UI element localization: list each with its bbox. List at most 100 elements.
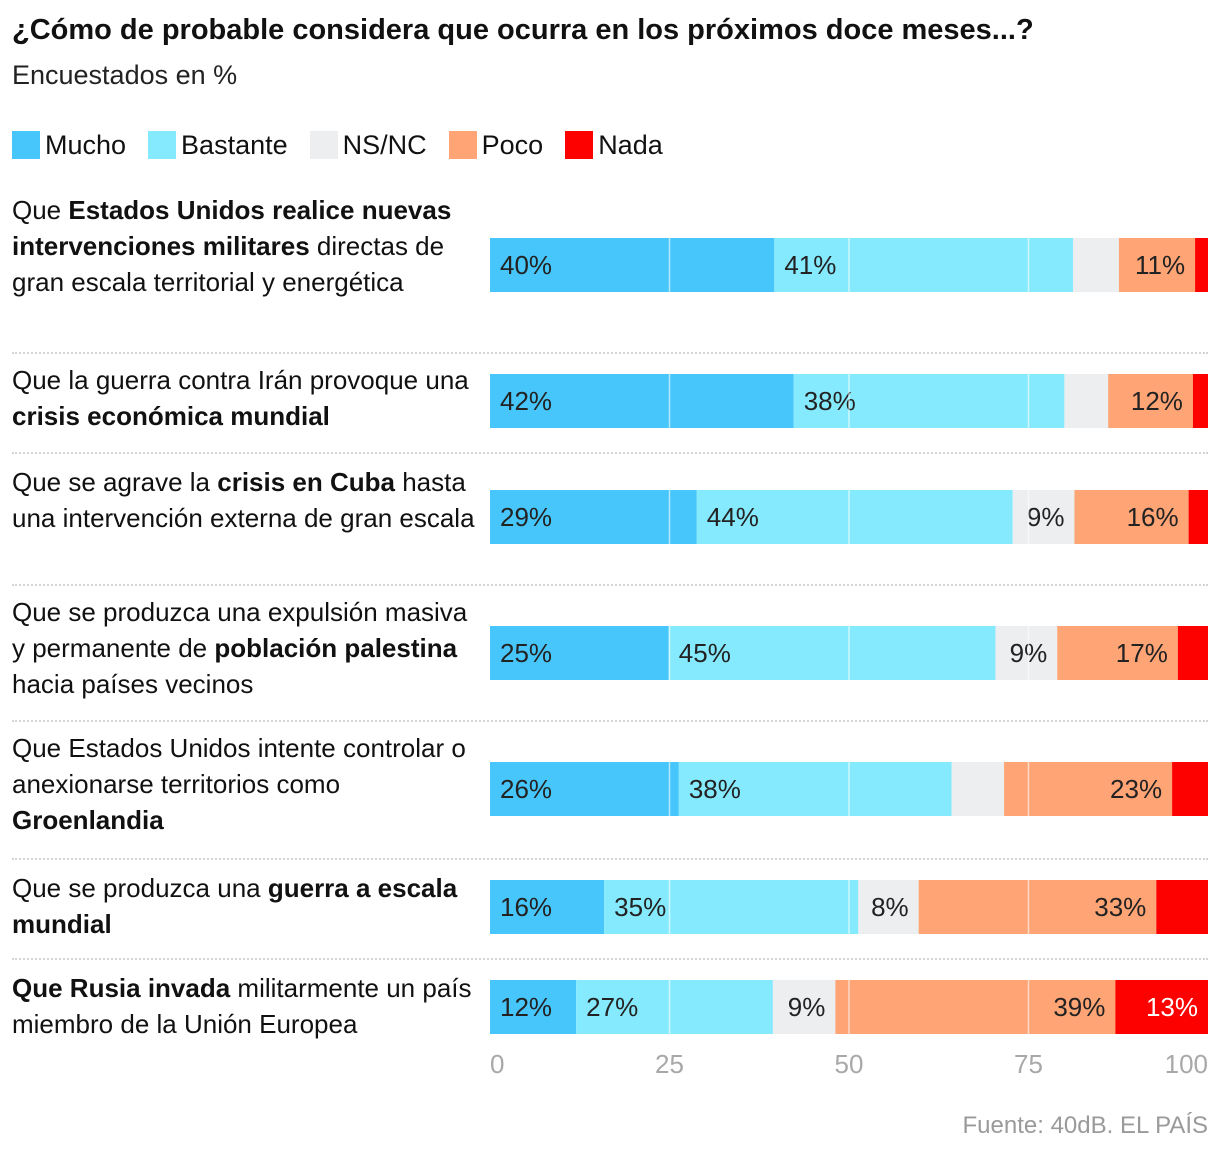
bar-segment-mucho [490, 762, 679, 816]
legend-item-bastante: Bastante [148, 130, 288, 161]
bar-segment-bastante [793, 374, 1065, 428]
source-note: Fuente: 40dB. EL PAÍS [962, 1112, 1208, 1139]
bar-segment-bastante [668, 626, 996, 680]
row-label: Que Rusia invada militarmente un país mi… [12, 970, 482, 1042]
bar-segment-poco [1004, 762, 1173, 816]
row-label-bold: Groenlandia [12, 805, 164, 835]
bar-segment-mucho [490, 980, 577, 1034]
data-label-bastante: 38% [689, 774, 741, 804]
bar-segment-nada [1192, 374, 1208, 428]
row-label-text: directas de gran escala territorial y en… [12, 231, 445, 297]
data-label-mucho: 16% [500, 892, 552, 922]
bar-segment-mucho [490, 490, 697, 544]
bar-segment-nsnc [1073, 238, 1119, 292]
legend-label-nsnc: NS/NC [342, 129, 427, 160]
bar-segment-mucho [490, 374, 794, 428]
row-divider [12, 584, 1208, 586]
x-tick-label: 100 [1165, 1049, 1208, 1079]
bar-segment-poco [1057, 626, 1178, 680]
row-label-text: Que se produzca una [12, 873, 268, 903]
row-label: Que se agrave la crisis en Cuba hasta un… [12, 464, 482, 536]
bar-segment-bastante [576, 980, 773, 1034]
row-label-bold: guerra a escala mundial [12, 873, 458, 939]
data-label-mucho: 26% [500, 774, 552, 804]
data-label-bastante: 44% [707, 502, 759, 532]
row-divider [12, 720, 1208, 722]
legend: Mucho Bastante NS/NC Poco Nada [12, 128, 685, 162]
legend-swatch-nsnc [309, 131, 338, 159]
data-label-poco: 17% [1116, 638, 1168, 668]
bar-segment-nada [1115, 980, 1208, 1034]
legend-swatch-mucho [12, 131, 40, 159]
data-label-poco: 12% [1131, 386, 1183, 416]
row-label: Que la guerra contra Irán provoque una c… [12, 362, 482, 434]
row-label-text: hasta una intervención externa de gran e… [12, 467, 475, 533]
bar-segment-nada [1177, 626, 1208, 680]
data-label-nsnc: 8% [871, 892, 909, 922]
data-label-poco: 39% [1053, 992, 1105, 1022]
legend-item-mucho: Mucho [12, 130, 126, 161]
data-label-poco: 11% [1135, 250, 1185, 280]
data-label-nsnc: 9% [1010, 638, 1048, 668]
row-label-text: militarmente un país miembro de la Unión… [12, 973, 472, 1039]
data-label-nsnc: 9% [1027, 502, 1065, 532]
data-label-bastante: 45% [679, 638, 731, 668]
row-label-text: Que se produzca una expulsión masiva y p… [12, 597, 468, 663]
x-tick-label: 25 [655, 1049, 684, 1079]
bar-segment-bastante [678, 762, 952, 816]
bar-segment-nsnc [995, 626, 1058, 680]
bar-segment-nsnc [858, 880, 919, 934]
row-label-bold: Que Rusia invada [12, 973, 231, 1003]
row-divider [12, 858, 1208, 860]
bar-segment-nsnc [1012, 490, 1075, 544]
data-label-poco: 33% [1094, 892, 1146, 922]
data-label-mucho: 25% [500, 638, 552, 668]
legend-item-nada: Nada [565, 130, 663, 161]
row-label: Que se produzca una expulsión masiva y p… [12, 594, 482, 702]
bar-segment-nada [1195, 238, 1208, 292]
x-tick-label: 0 [490, 1049, 504, 1079]
row-label-text: hacia países vecinos [12, 669, 254, 699]
bar-segment-mucho [490, 880, 605, 934]
row-label: Que se produzca una guerra a escala mund… [12, 870, 482, 942]
data-label-bastante: 27% [586, 992, 638, 1022]
data-label-nsnc: 9% [788, 992, 826, 1022]
data-label-mucho: 29% [500, 502, 552, 532]
row-label-text: Que la guerra contra Irán provoque una [12, 365, 469, 395]
legend-item-poco: Poco [448, 130, 543, 161]
bar-segment-poco [1108, 374, 1193, 428]
bar-segment-bastante [774, 238, 1074, 292]
bar-segment-bastante [604, 880, 859, 934]
row-label-text: Que Estados Unidos intente controlar o a… [12, 733, 466, 799]
bar-segment-mucho [490, 238, 775, 292]
bar-segment-poco [1118, 238, 1196, 292]
row-label-text: Que se agrave la [12, 467, 218, 497]
row-label-bold: crisis económica mundial [12, 401, 330, 431]
row-divider [12, 352, 1208, 354]
legend-label-nada: Nada [598, 129, 663, 160]
row-label-bold: población palestina [214, 633, 458, 663]
bar-segment-nsnc [951, 762, 1005, 816]
bar-segment-nsnc [1064, 374, 1109, 428]
data-label-bastante: 41% [784, 250, 836, 280]
row-label-bold: crisis en Cuba [217, 467, 395, 497]
bar-segment-mucho [490, 626, 669, 680]
bar-segment-poco [1074, 490, 1189, 544]
data-label-bastante: 38% [804, 386, 856, 416]
bar-segment-poco [918, 880, 1157, 934]
legend-swatch-poco [448, 131, 477, 159]
row-divider [12, 452, 1208, 454]
row-label-bold: Estados Unidos realice nuevas intervenci… [12, 195, 452, 261]
data-label-poco: 23% [1110, 774, 1162, 804]
data-label-nada: 13% [1146, 992, 1198, 1022]
bar-segment-nada [1156, 880, 1208, 934]
legend-label-bastante: Bastante [181, 129, 288, 160]
bar-segment-nsnc [772, 980, 836, 1034]
data-label-mucho: 42% [500, 386, 552, 416]
legend-label-mucho: Mucho [45, 129, 127, 160]
row-label: Que Estados Unidos intente controlar o a… [12, 730, 482, 838]
data-label-mucho: 12% [500, 992, 552, 1022]
bar-segment-nada [1188, 490, 1208, 544]
row-label: Que Estados Unidos realice nuevas interv… [12, 192, 482, 300]
row-label-text: Que [12, 195, 69, 225]
